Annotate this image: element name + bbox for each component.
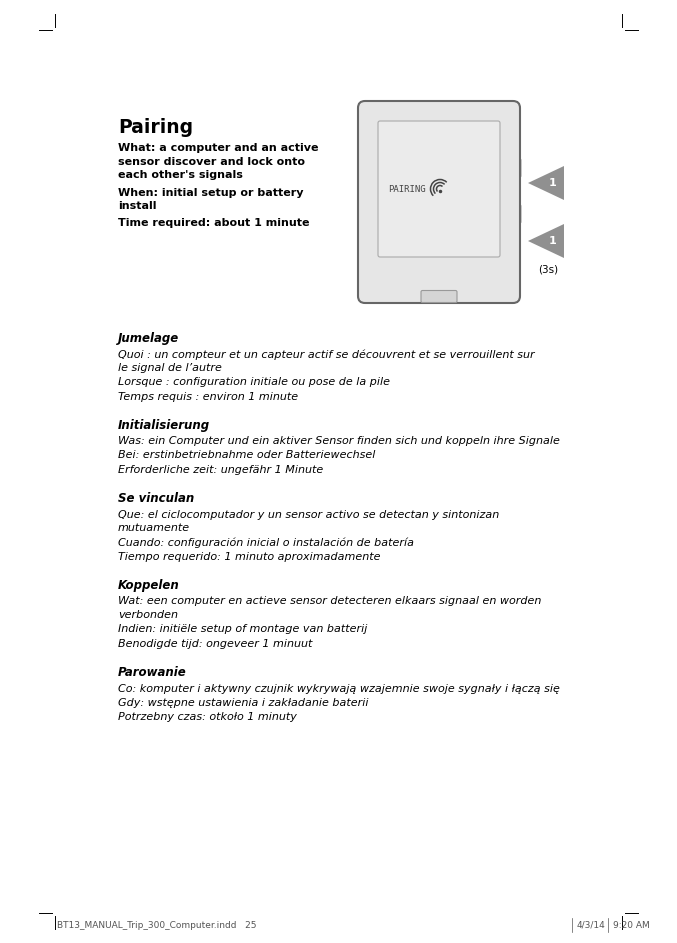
Text: Potrzebny czas: otkoło 1 minuty: Potrzebny czas: otkoło 1 minuty	[118, 713, 297, 722]
Polygon shape	[528, 166, 564, 200]
Text: Jumelage: Jumelage	[118, 332, 179, 345]
Text: Erforderliche zeit: ungefähr 1 Minute: Erforderliche zeit: ungefähr 1 Minute	[118, 465, 323, 475]
Text: Que: el ciclocomputador y un sensor activo se detectan y sintonizan
mutuamente: Que: el ciclocomputador y un sensor acti…	[118, 509, 499, 533]
FancyBboxPatch shape	[421, 290, 457, 303]
Text: PAIRING: PAIRING	[388, 185, 426, 193]
Text: Lorsque : configuration initiale ou pose de la pile: Lorsque : configuration initiale ou pose…	[118, 377, 390, 387]
Text: Indien: initiële setup of montage van batterij: Indien: initiële setup of montage van ba…	[118, 624, 368, 635]
Text: Tiempo requerido: 1 minuto aproximadamente: Tiempo requerido: 1 minuto aproximadamen…	[118, 552, 380, 562]
Text: Benodigde tijd: ongeveer 1 minuut: Benodigde tijd: ongeveer 1 minuut	[118, 639, 312, 649]
Text: BT13_MANUAL_Trip_300_Computer.indd   25: BT13_MANUAL_Trip_300_Computer.indd 25	[57, 920, 257, 930]
Text: 1: 1	[548, 236, 556, 246]
Text: Parowanie: Parowanie	[118, 667, 187, 680]
Text: 4/3/14: 4/3/14	[577, 920, 606, 930]
Text: Gdy: wstępne ustawienia i zakładanie baterii: Gdy: wstępne ustawienia i zakładanie bat…	[118, 698, 368, 708]
Text: Initialisierung: Initialisierung	[118, 419, 210, 432]
Text: Cuando: configuración inicial o instalación de batería: Cuando: configuración inicial o instalac…	[118, 538, 414, 548]
FancyBboxPatch shape	[378, 121, 500, 257]
Text: Co: komputer i aktywny czujnik wykrywają wzajemnie swoje sygnały i łączą się: Co: komputer i aktywny czujnik wykrywają…	[118, 684, 560, 693]
FancyBboxPatch shape	[509, 159, 521, 177]
Text: 1: 1	[548, 178, 556, 188]
Text: 9:20 AM: 9:20 AM	[613, 920, 650, 930]
Text: Bei: erstinbetriebnahme oder Batteriewechsel: Bei: erstinbetriebnahme oder Batteriewec…	[118, 451, 375, 460]
Text: Se vinculan: Se vinculan	[118, 492, 194, 505]
Polygon shape	[528, 224, 564, 258]
Text: Pairing: Pairing	[118, 118, 193, 137]
Text: Wat: een computer en actieve sensor detecteren elkaars signaal en worden
verbond: Wat: een computer en actieve sensor dete…	[118, 597, 542, 620]
Text: What: a computer and an active
sensor discover and lock onto
each other's signal: What: a computer and an active sensor di…	[118, 143, 318, 180]
Text: Temps requis : environ 1 minute: Temps requis : environ 1 minute	[118, 391, 298, 402]
Text: Koppelen: Koppelen	[118, 580, 180, 592]
Text: Time required: about 1 minute: Time required: about 1 minute	[118, 219, 309, 228]
FancyBboxPatch shape	[509, 205, 521, 223]
Text: (3s): (3s)	[538, 265, 558, 275]
FancyBboxPatch shape	[358, 101, 520, 303]
Text: Was: ein Computer und ein aktiver Sensor finden sich und koppeln ihre Signale: Was: ein Computer und ein aktiver Sensor…	[118, 436, 560, 446]
Text: Quoi : un compteur et un capteur actif se découvrent et se verrouillent sur
le s: Quoi : un compteur et un capteur actif s…	[118, 349, 535, 372]
Text: When: initial setup or battery
install: When: initial setup or battery install	[118, 188, 303, 211]
